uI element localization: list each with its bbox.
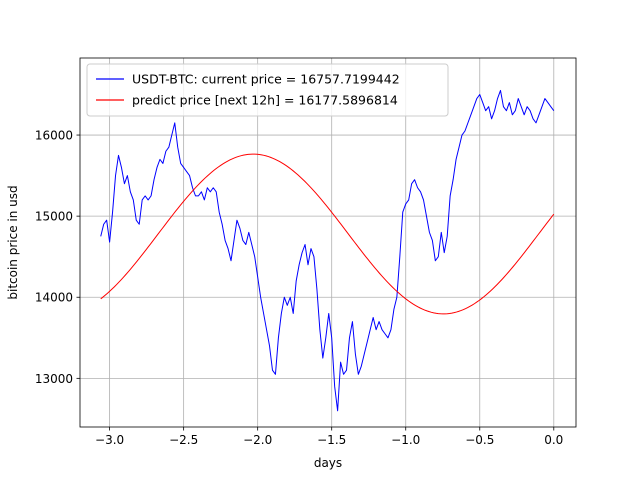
ticks: −3.0 −2.5 −2.0 −1.5 −1.0 −0.5 0.0 13000 14000 150… [35,129,564,447]
series-line-current-price [100,89,555,412]
x-axis-label: days [314,456,342,470]
y-tick-label: 14000 [35,291,73,305]
x-tick-label: −0.5 [465,433,494,447]
series-layer [100,89,555,412]
legend-label-predict-price: predict price [next 12h] = 16177.5896814 [132,93,398,108]
y-axis-label: bitcoin price in usd [6,185,20,299]
x-tick-label: −3.0 [95,433,124,447]
x-tick-label: −2.0 [243,433,272,447]
legend: USDT-BTC: current price = 16757.7199442 … [86,63,449,117]
legend-label-current-price: USDT-BTC: current price = 16757.7199442 [132,72,400,87]
y-tick-label: 16000 [35,129,73,143]
series-line-predict-price [100,153,555,315]
x-tick-label: −1.5 [317,433,346,447]
plot-frame [79,57,577,428]
x-tick-label: 0.0 [544,433,563,447]
x-tick-label: −1.0 [391,433,420,447]
x-tick-label: −2.5 [169,433,198,447]
y-tick-label: 13000 [35,372,73,386]
y-tick-label: 15000 [35,210,73,224]
grid [80,58,576,427]
legend-box [86,63,449,117]
